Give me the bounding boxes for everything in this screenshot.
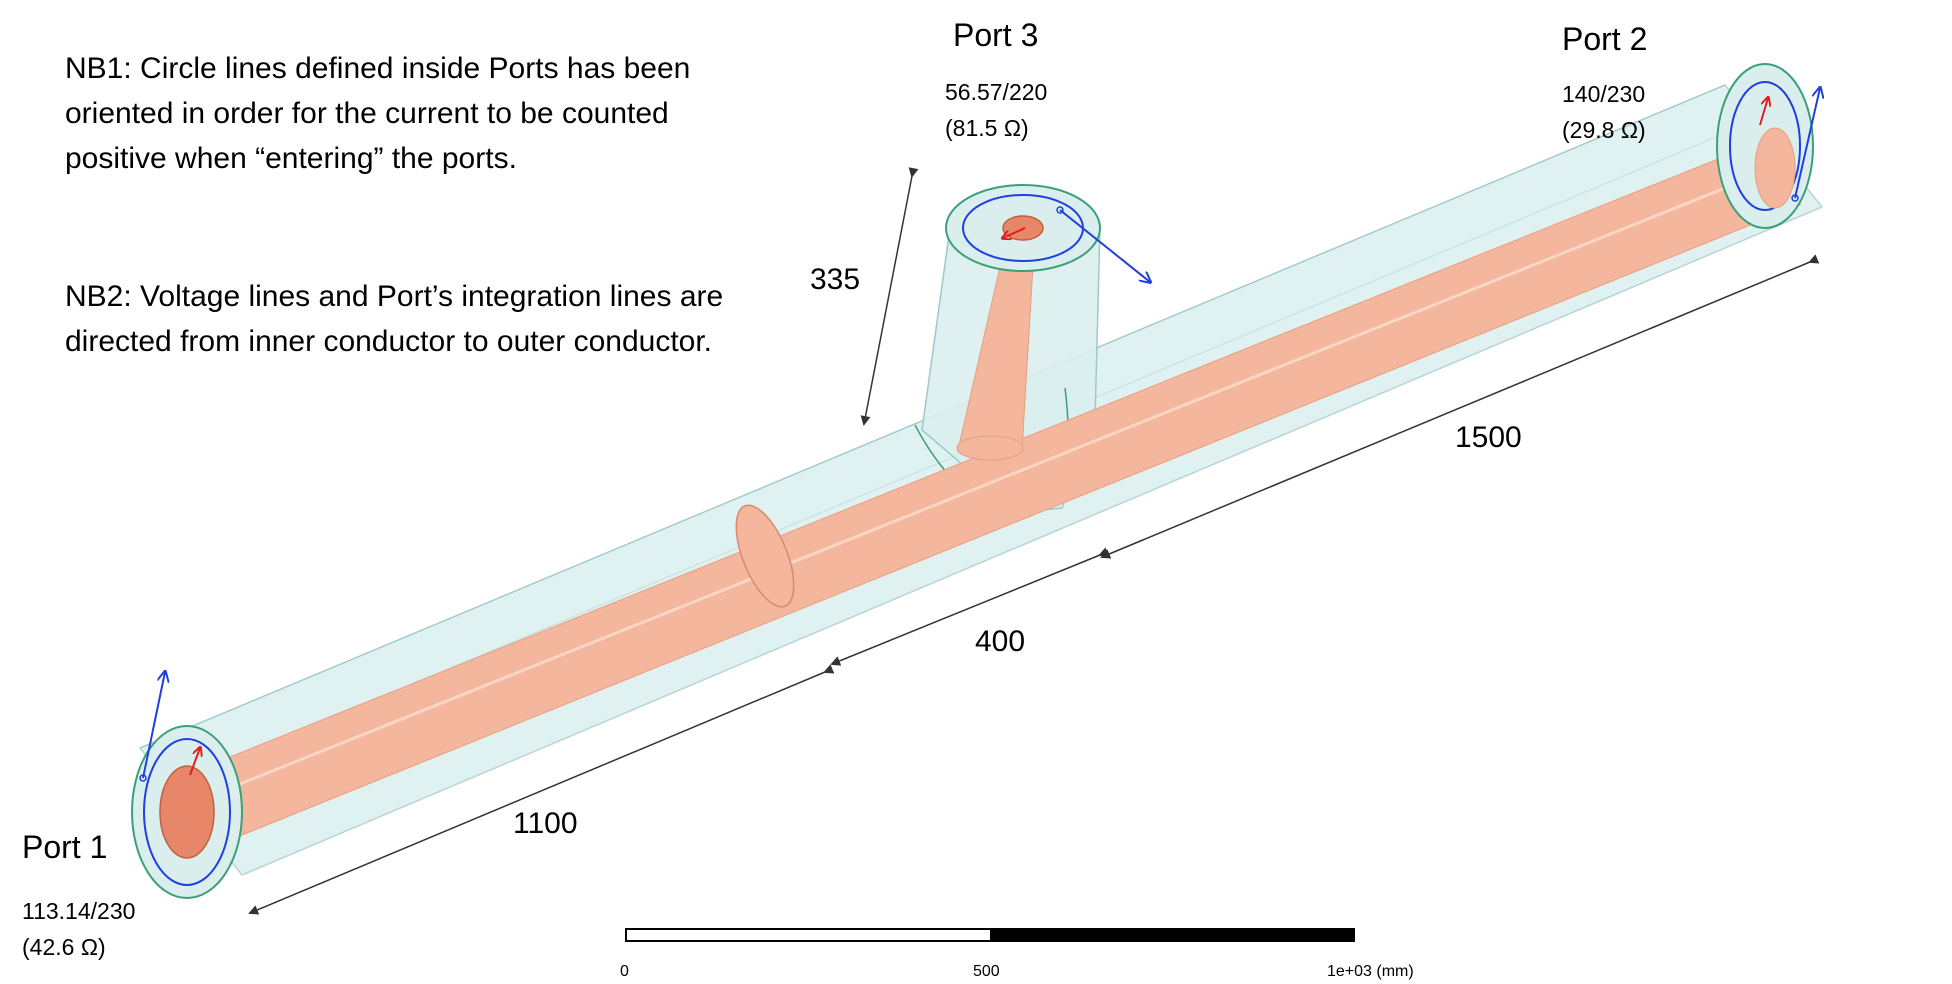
dimension-arrow-335	[860, 167, 919, 426]
dimension-label-335: 335	[810, 263, 861, 296]
scale-label-1000: 1e+03 (mm)	[1327, 963, 1414, 980]
scale-label-0: 0	[620, 963, 629, 980]
dimension-label-1500: 1500	[1455, 421, 1522, 454]
inner-conductor-stub	[956, 231, 1036, 461]
dimension-label-1100: 1100	[513, 807, 578, 840]
port1-face	[131, 672, 243, 899]
port2-title: Port 2	[1562, 21, 1648, 57]
scale-bar-black-segment	[990, 930, 1353, 940]
dimension-arrow-1500	[1100, 254, 1820, 559]
note-nb2: NB2: Voltage lines and Port’s integratio…	[65, 280, 724, 358]
port3-face	[945, 184, 1150, 282]
port3-spec: 56.57/220 (81.5 Ω)	[945, 79, 1048, 141]
port1-title: Port 1	[22, 829, 108, 865]
dimension-arrow-400	[830, 547, 1110, 666]
scale-bar-white-segment	[627, 930, 990, 940]
scale-label-500: 500	[973, 963, 1000, 980]
port3-title: Port 3	[953, 17, 1039, 53]
note-nb1: NB1: Circle lines defined inside Ports h…	[65, 52, 691, 175]
port1-spec: 113.14/230 (42.6 Ω)	[22, 898, 136, 960]
dimension-arrow-1100	[248, 664, 835, 915]
dimension-label-400: 400	[975, 625, 1026, 658]
port2-face	[1716, 63, 1820, 229]
scale-bar	[625, 928, 1355, 942]
port2-spec: 140/230 (29.8 Ω)	[1562, 81, 1646, 143]
